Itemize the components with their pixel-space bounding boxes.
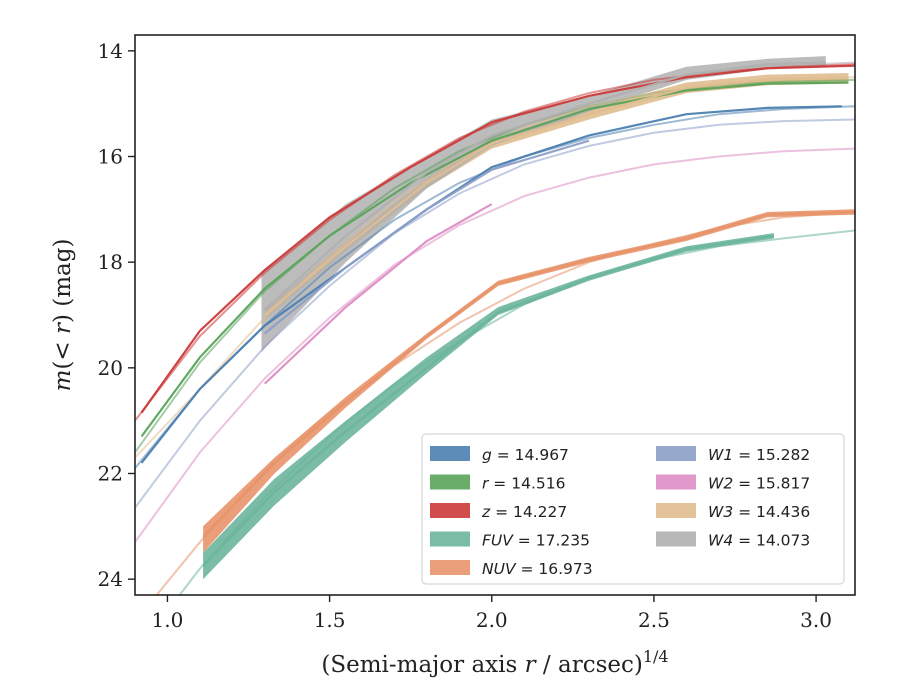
series-w1-line <box>264 139 590 335</box>
series-r-line <box>140 81 849 438</box>
series-data-lines <box>140 61 855 567</box>
series-fuv-model-line <box>178 229 855 595</box>
series-fuv-line <box>202 234 775 567</box>
x-tick-label: 1.0 <box>152 608 184 632</box>
series-w2-model-line <box>135 147 855 543</box>
y-tick-label: 16 <box>98 145 123 169</box>
series-w4-model-line <box>686 61 855 79</box>
x-tick-label: 1.5 <box>314 608 346 632</box>
y-tick-label: 14 <box>98 39 123 63</box>
y-tick-label: 22 <box>98 461 123 485</box>
series-w4-line <box>263 61 826 311</box>
x-tick-label: 2.0 <box>476 608 508 632</box>
x-axis-ticks: 1.0 1.5 2.0 2.5 3.0 <box>152 595 832 632</box>
legend-label-w2: W2 = 15.817 <box>708 475 810 493</box>
series-z-line <box>140 64 855 414</box>
legend-swatch-fuv <box>430 531 470 547</box>
y-axis-label: m(< r) (mag) <box>50 239 76 392</box>
legend-label-r: r = 14.516 <box>482 475 565 493</box>
legend-label-z: z = 14.227 <box>481 503 567 521</box>
y-axis-ticks: 14 16 18 20 22 24 <box>98 39 135 591</box>
x-tick-label: 3.0 <box>800 608 832 632</box>
legend-swatch-w3 <box>656 503 696 518</box>
y-tick-label: 20 <box>98 356 123 380</box>
legend-swatch-w1 <box>656 446 696 461</box>
legend-label-nuv: NUV = 16.973 <box>482 560 593 578</box>
legend-swatch-w4 <box>656 531 696 547</box>
legend-label-w4: W4 = 14.073 <box>708 532 810 550</box>
legend-frame <box>421 433 845 585</box>
legend-swatch-g <box>430 446 470 461</box>
legend-swatch-nuv <box>430 560 470 575</box>
y-tick-label: 24 <box>98 567 123 591</box>
legend: g = 14.967 r = 14.516 z = 14.227 FUV = 17.2… <box>421 433 845 585</box>
legend-label-fuv: FUV = 17.235 <box>482 532 590 550</box>
series-w1-model-line <box>135 118 855 509</box>
series-w3-line <box>263 77 849 316</box>
legend-label-g: g = 14.967 <box>482 446 569 464</box>
legend-swatch-r <box>430 474 470 490</box>
plot-frame <box>134 34 856 596</box>
series-g-line <box>140 105 843 464</box>
legend-label-w3: W3 = 14.436 <box>708 503 810 521</box>
legend-swatch-w2 <box>656 474 696 490</box>
legend-swatch-z <box>430 503 470 518</box>
series-nuv-line <box>202 210 855 538</box>
series-r-model-line <box>135 78 855 453</box>
legend-label-w1: W1 = 15.282 <box>708 446 810 464</box>
series-w2-line <box>263 203 493 385</box>
y-tick-label: 18 <box>98 250 123 274</box>
x-axis-label: (Semi-major axis r / arcsec)1/4 <box>321 647 668 678</box>
x-tick-label: 2.5 <box>638 608 670 632</box>
